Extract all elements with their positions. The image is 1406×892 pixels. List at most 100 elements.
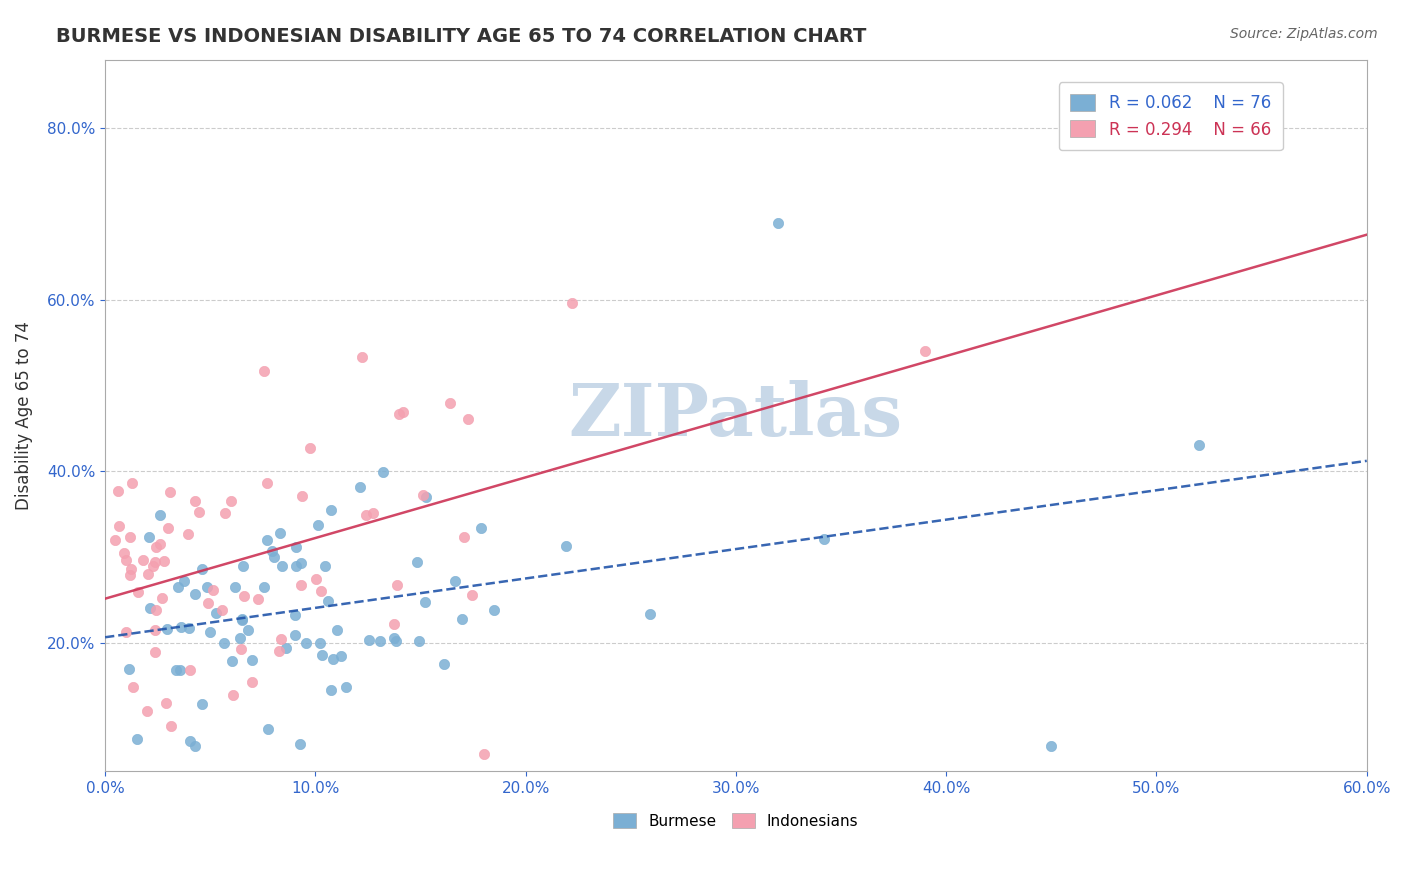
Point xyxy=(198,625,221,640)
Point xyxy=(173,574,195,589)
Text: Source: ZipAtlas.com: Source: ZipAtlas.com xyxy=(1230,27,1378,41)
Point xyxy=(191,698,214,712)
Point xyxy=(118,568,141,582)
Point xyxy=(188,505,211,519)
Point xyxy=(232,558,254,573)
Point xyxy=(212,636,235,650)
Point xyxy=(388,407,411,421)
Point xyxy=(179,663,201,677)
Point xyxy=(290,556,312,570)
Point xyxy=(160,719,183,733)
Point xyxy=(224,580,246,594)
Point xyxy=(142,558,165,573)
Point xyxy=(453,530,475,544)
Point xyxy=(638,607,661,621)
Point xyxy=(231,613,253,627)
Point xyxy=(232,589,254,603)
Point xyxy=(433,657,456,671)
Point xyxy=(284,558,307,573)
Point xyxy=(371,465,394,479)
Point xyxy=(354,508,377,522)
Point xyxy=(107,483,129,498)
Point xyxy=(392,405,415,419)
Point xyxy=(143,555,166,569)
Point xyxy=(382,631,405,645)
Text: BURMESE VS INDONESIAN DISABILITY AGE 65 TO 74 CORRELATION CHART: BURMESE VS INDONESIAN DISABILITY AGE 65 … xyxy=(56,27,866,45)
Point xyxy=(253,364,276,378)
Point xyxy=(240,675,263,690)
Point xyxy=(308,636,330,650)
Point xyxy=(138,530,160,544)
Point xyxy=(284,607,307,622)
Point xyxy=(314,558,336,573)
Point xyxy=(118,661,141,675)
Point xyxy=(470,521,492,535)
Point xyxy=(914,344,936,359)
Point xyxy=(319,682,342,697)
Point xyxy=(554,539,576,553)
Point xyxy=(382,616,405,631)
Point xyxy=(451,612,474,626)
Point xyxy=(191,562,214,576)
Point xyxy=(103,533,125,548)
Point xyxy=(256,475,278,490)
Point xyxy=(149,537,172,551)
Point xyxy=(139,601,162,615)
Point xyxy=(321,503,343,517)
Point xyxy=(406,555,429,569)
Point xyxy=(457,412,479,426)
Point xyxy=(1040,739,1063,753)
Point xyxy=(156,623,179,637)
Point xyxy=(309,583,332,598)
Point xyxy=(813,532,835,546)
Point xyxy=(211,603,233,617)
Legend: Burmese, Indonesians: Burmese, Indonesians xyxy=(607,806,865,835)
Point xyxy=(291,489,314,503)
Point xyxy=(236,624,259,638)
Point xyxy=(412,487,434,501)
Point xyxy=(295,636,318,650)
Point xyxy=(269,526,291,541)
Point xyxy=(247,592,270,607)
Point xyxy=(385,578,408,592)
Point xyxy=(415,490,437,504)
Point xyxy=(1187,438,1209,452)
Point xyxy=(363,507,385,521)
Point xyxy=(288,737,311,751)
Point xyxy=(169,664,191,678)
Point xyxy=(195,580,218,594)
Point xyxy=(167,580,190,594)
Point xyxy=(322,651,344,665)
Point xyxy=(143,645,166,659)
Point xyxy=(368,633,391,648)
Point xyxy=(413,595,436,609)
Point xyxy=(257,722,280,736)
Point xyxy=(179,734,201,748)
Point xyxy=(184,739,207,753)
Point xyxy=(270,558,292,573)
Point xyxy=(766,215,789,229)
Point xyxy=(408,634,430,648)
Point xyxy=(145,540,167,554)
Point xyxy=(229,642,252,657)
Text: ZIPatlas: ZIPatlas xyxy=(569,380,903,451)
Point xyxy=(307,517,329,532)
Point xyxy=(316,594,339,608)
Point xyxy=(350,351,373,365)
Point xyxy=(127,731,149,746)
Point xyxy=(229,631,252,645)
Point xyxy=(127,584,149,599)
Point xyxy=(349,480,371,494)
Point xyxy=(284,540,307,554)
Point xyxy=(107,519,129,533)
Point xyxy=(311,648,333,662)
Point xyxy=(357,633,380,648)
Point xyxy=(183,587,205,601)
Point xyxy=(460,588,482,602)
Point xyxy=(305,572,328,586)
Point xyxy=(205,606,228,620)
Point xyxy=(263,549,285,564)
Point xyxy=(274,640,297,655)
Point xyxy=(112,546,135,560)
Point xyxy=(472,747,495,762)
